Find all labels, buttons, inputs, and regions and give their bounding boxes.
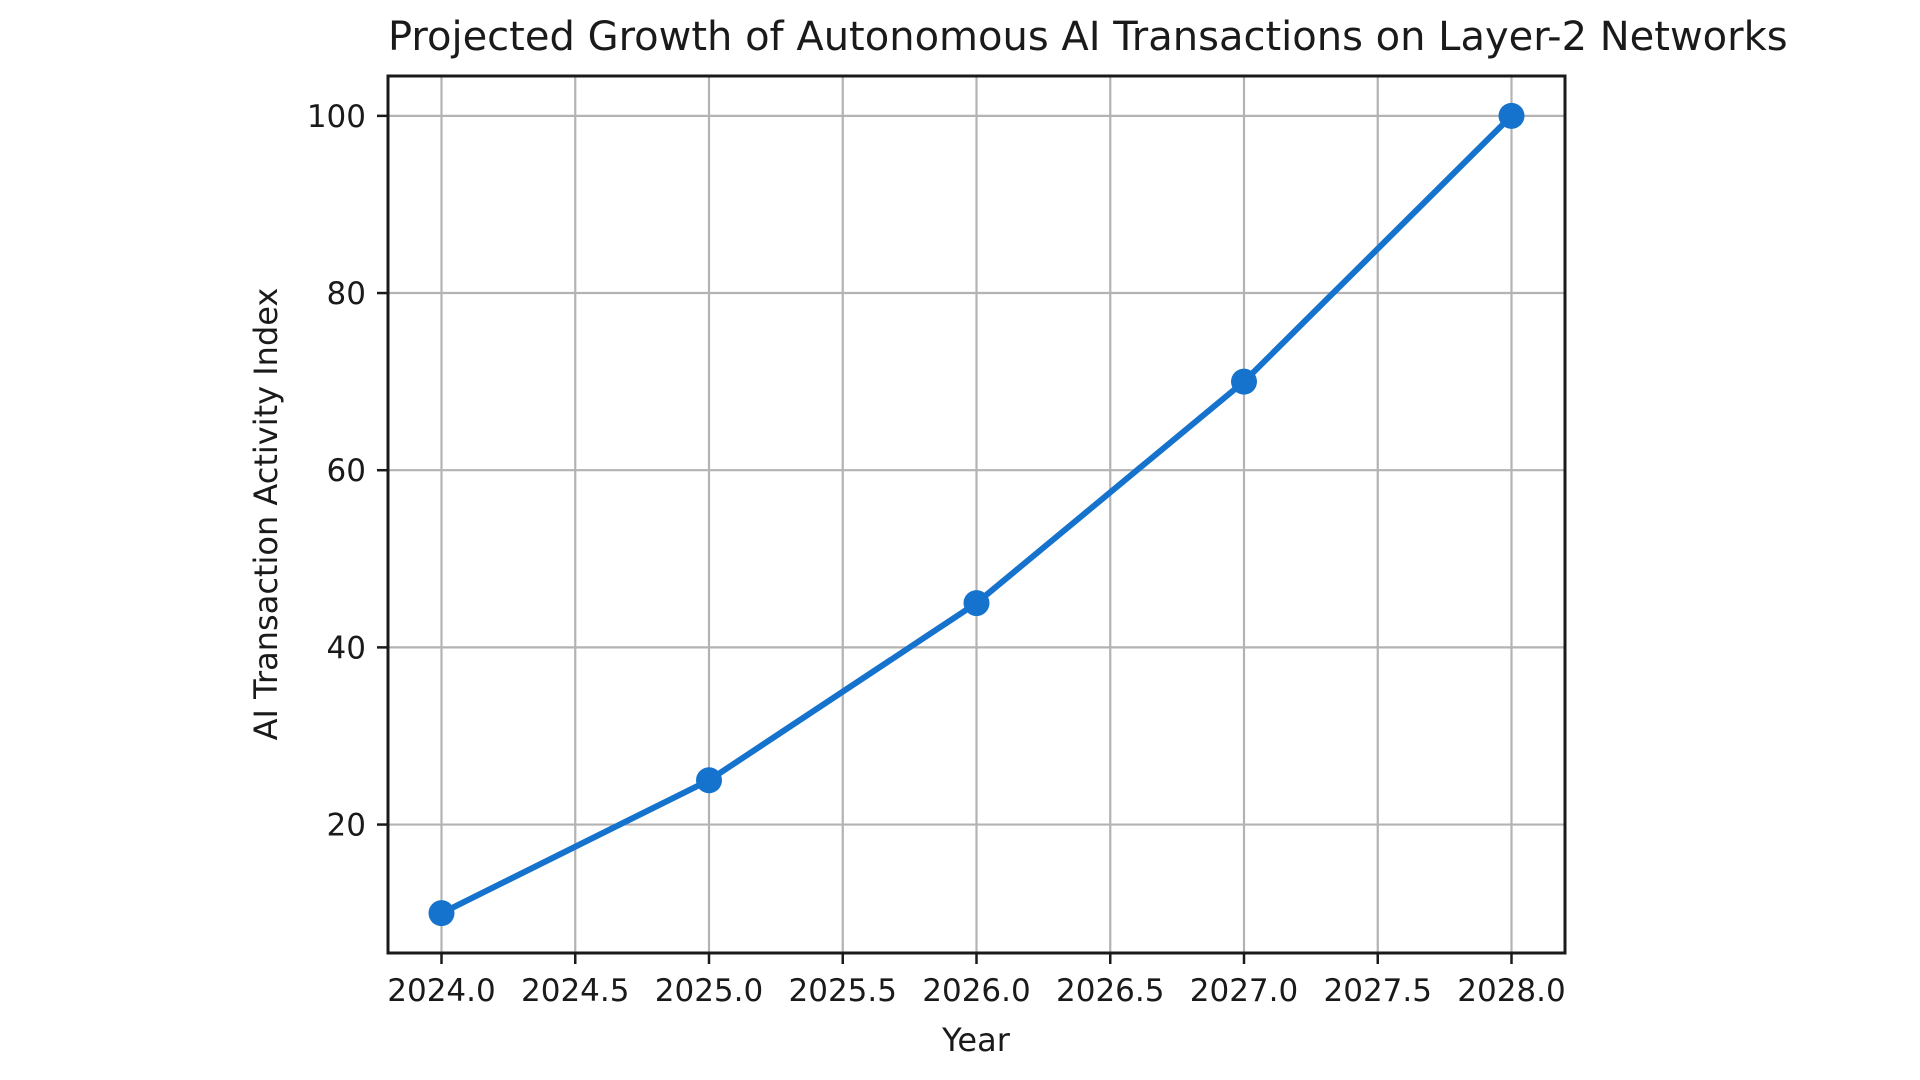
y-tick-label: 60 <box>327 453 366 489</box>
axis-tick-labels: 2024.0 2024.5 2025.0 2025.5 2026.0 2026.5 2027… <box>307 99 1566 1009</box>
x-tick-label: 2024.0 <box>387 973 495 1009</box>
y-tick-label: 20 <box>327 808 366 844</box>
data-point-marker <box>696 767 722 794</box>
data-series <box>428 102 1525 927</box>
data-point-marker <box>963 590 990 617</box>
x-tick-label: 2025.5 <box>789 973 897 1009</box>
data-point-marker <box>1498 102 1525 129</box>
data-point-marker <box>428 900 455 927</box>
x-tick-label: 2025.0 <box>655 973 763 1009</box>
x-tick-label: 2026.5 <box>1056 973 1164 1009</box>
data-point-marker <box>1231 368 1257 395</box>
x-tick-label: 2024.5 <box>521 973 629 1009</box>
y-tick-label: 80 <box>327 276 366 312</box>
x-tick-label: 2027.0 <box>1190 973 1298 1009</box>
y-tick-label: 40 <box>327 630 366 666</box>
x-tick-label: 2026.0 <box>922 973 1030 1009</box>
x-axis-label: Year <box>942 1021 1010 1059</box>
x-tick-label: 2027.5 <box>1324 973 1432 1009</box>
chart-title: Projected Growth of Autonomous AI Transa… <box>388 14 1788 60</box>
y-tick-label: 100 <box>307 99 366 135</box>
x-tick-label: 2028.0 <box>1457 973 1565 1009</box>
grid-lines <box>388 76 1565 953</box>
axis-ticks <box>377 114 1513 964</box>
